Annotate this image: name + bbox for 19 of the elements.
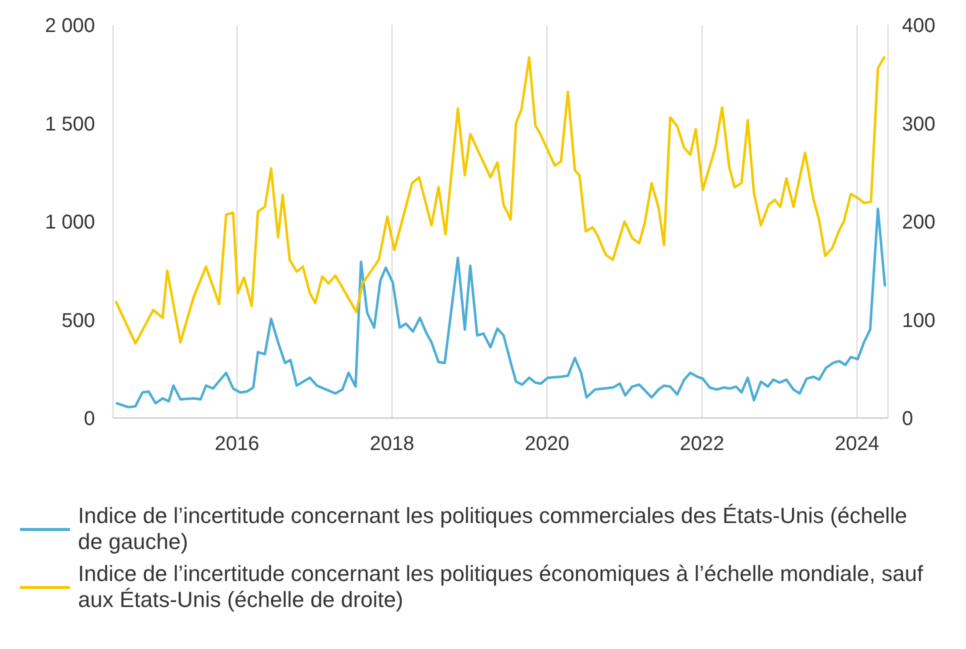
y2-tick-label: 200: [902, 212, 936, 234]
y2-tick-label: 100: [902, 310, 936, 332]
x-tick-label: 2022: [680, 433, 724, 456]
y-tick-label: 1 500: [44, 113, 95, 136]
y-tick-label: 0: [84, 408, 95, 430]
legend-label: Indice de l’incertitude concernant les politiques commerciales des États-Unis (échelle de gauche): [78, 503, 908, 555]
y2-tick-label: 300: [902, 113, 936, 136]
x-tick-label: 2018: [370, 433, 414, 456]
x-tick-label: 2024: [834, 433, 880, 456]
y2-tick-label: 400: [902, 15, 936, 38]
y-tick-label: 2 000: [44, 15, 95, 38]
x-tick-label: 2020: [524, 433, 570, 456]
line-series: [116, 207, 886, 408]
y-tick-label: 500: [62, 310, 95, 332]
y2-tick-label: 0: [902, 408, 914, 430]
line-series: [114, 56, 886, 345]
legend-label: Indice de l’incertitude concernant les politiques économiques à l’échelle mondiale, sauf aux États-Unis (échelle de droite): [78, 561, 924, 613]
x-tick-label: 2016: [214, 433, 260, 456]
y-tick-label: 1 000: [44, 212, 95, 234]
